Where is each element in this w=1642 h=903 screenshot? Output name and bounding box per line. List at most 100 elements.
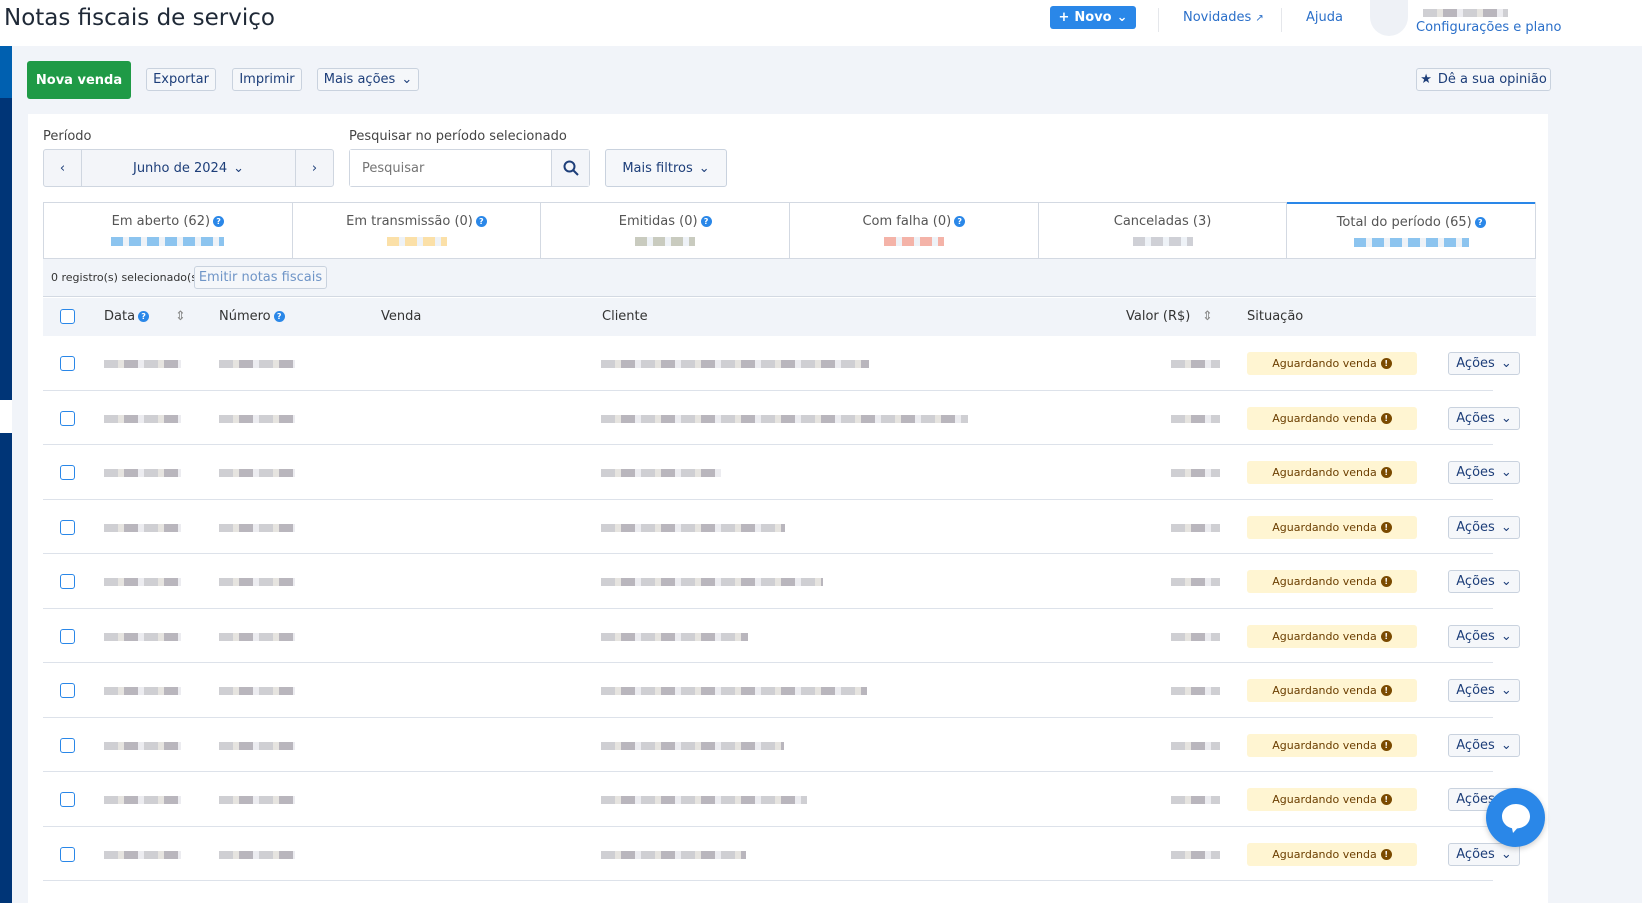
tab-status[interactable]: Canceladas (3) <box>1039 203 1288 258</box>
status-badge: Aguardando venda! <box>1247 406 1417 430</box>
sort-icon[interactable]: ⇕ <box>1202 309 1213 324</box>
acoes-button[interactable]: Ações⌄ <box>1448 352 1520 375</box>
help-icon[interactable]: ? <box>700 216 712 227</box>
select-all-checkbox[interactable] <box>60 309 75 324</box>
search-label: Pesquisar no período selecionado <box>349 129 567 144</box>
plus-icon: + <box>1058 10 1070 25</box>
row-checkbox[interactable] <box>60 410 75 426</box>
acoes-button[interactable]: Ações⌄ <box>1448 570 1520 593</box>
info-icon[interactable]: ! <box>1380 467 1392 478</box>
opiniao-button[interactable]: ★ Dê a sua opinião <box>1416 68 1551 91</box>
help-icon[interactable]: ? <box>1474 217 1486 228</box>
info-icon[interactable]: ! <box>1380 794 1392 805</box>
search-button[interactable] <box>551 150 589 186</box>
help-icon[interactable]: ? <box>954 216 966 227</box>
periodo-label: Período <box>43 129 92 144</box>
row-checkbox[interactable] <box>60 846 75 862</box>
client-redacted <box>601 414 968 423</box>
info-icon[interactable]: ! <box>1380 576 1392 587</box>
row-checkbox[interactable] <box>60 683 75 698</box>
help-icon[interactable]: ? <box>138 311 150 322</box>
novo-button[interactable]: + Novo ⌄ <box>1050 6 1136 29</box>
info-icon[interactable]: ! <box>1380 848 1392 860</box>
row-checkbox[interactable] <box>60 519 75 535</box>
value-redacted <box>386 237 447 246</box>
row-checkbox[interactable] <box>60 792 75 807</box>
chevron-down-icon: ⌄ <box>1500 628 1512 644</box>
nova-venda-button[interactable]: Nova venda <box>27 61 131 99</box>
column-numero[interactable]: Número? <box>219 309 285 324</box>
sidebar-active-item[interactable] <box>0 46 12 98</box>
ajuda-link[interactable]: Ajuda <box>1306 10 1343 25</box>
column-valor[interactable]: Valor (R$) <box>1126 309 1191 324</box>
info-icon[interactable]: ! <box>1380 630 1392 642</box>
chat-bubble-icon <box>1501 803 1530 833</box>
tab-status[interactable]: Com falha (0)? <box>790 203 1039 258</box>
row-checkbox[interactable] <box>60 628 75 644</box>
mais-acoes-button[interactable]: Mais ações ⌄ <box>317 68 419 91</box>
exportar-button[interactable]: Exportar <box>146 68 216 91</box>
chat-button[interactable] <box>1486 788 1545 847</box>
info-icon[interactable]: ! <box>1380 685 1392 696</box>
help-icon[interactable]: ? <box>273 311 285 322</box>
chevron-down-icon: ⌄ <box>698 160 710 176</box>
avatar[interactable] <box>1370 0 1408 36</box>
value-redacted <box>111 237 225 246</box>
search-box <box>349 149 590 187</box>
external-link-icon: ↗ <box>1255 13 1264 24</box>
chevron-down-icon: ⌄ <box>1500 574 1512 589</box>
chevron-left-icon: ‹ <box>59 160 66 176</box>
period-dropdown[interactable]: Junho de 2024 ⌄ <box>132 160 244 176</box>
tab-status[interactable]: Total do período (65)? <box>1287 202 1536 258</box>
status-badge: Aguardando venda! <box>1247 788 1417 811</box>
tab-status[interactable]: Em transmissão (0)? <box>293 203 542 258</box>
tab-status[interactable]: Em aberto (62)? <box>44 203 293 258</box>
config-link[interactable]: Configurações e plano <box>1416 20 1562 35</box>
tab-status[interactable]: Emitidas (0)? <box>541 203 791 258</box>
divider <box>1281 8 1282 32</box>
acoes-button[interactable]: Ações⌄ <box>1448 515 1520 539</box>
acoes-button[interactable]: Ações⌄ <box>1448 733 1520 757</box>
mais-filtros-button[interactable]: Mais filtros ⌄ <box>605 149 727 187</box>
value-redacted <box>1171 523 1220 532</box>
info-icon[interactable]: ! <box>1380 358 1392 369</box>
column-data[interactable]: Data? <box>104 309 150 324</box>
client-redacted <box>601 796 807 804</box>
novidades-link[interactable]: Novidades ↗ <box>1183 10 1264 25</box>
prev-period-button[interactable]: ‹ <box>44 150 82 186</box>
sort-icon[interactable]: ⇕ <box>175 309 186 324</box>
imprimir-button[interactable]: Imprimir <box>232 68 302 91</box>
acoes-button[interactable]: Ações⌄ <box>1448 624 1520 648</box>
emitir-notas-button[interactable]: Emitir notas fiscais <box>194 266 327 289</box>
client-redacted <box>601 523 785 532</box>
acoes-button[interactable]: Ações⌄ <box>1448 406 1520 430</box>
number-redacted <box>219 687 295 695</box>
chevron-down-icon: ⌄ <box>1500 465 1512 480</box>
chevron-down-icon: ⌄ <box>1500 683 1512 698</box>
next-period-button[interactable]: › <box>295 150 333 186</box>
date-redacted <box>104 523 181 532</box>
value-redacted <box>1171 469 1220 477</box>
table-row: Aguardando venda! Ações⌄ <box>43 663 1536 718</box>
info-icon[interactable]: ! <box>1380 739 1392 751</box>
search-input[interactable] <box>350 150 551 186</box>
row-checkbox[interactable] <box>60 356 75 371</box>
help-icon[interactable]: ? <box>213 216 225 227</box>
info-icon[interactable]: ! <box>1380 412 1392 424</box>
table-row: Aguardando venda! Ações⌄ <box>43 609 1536 663</box>
status-badge: Aguardando venda! <box>1247 515 1417 539</box>
acoes-button[interactable]: Ações⌄ <box>1448 461 1520 484</box>
row-checkbox[interactable] <box>60 574 75 589</box>
info-icon[interactable]: ! <box>1380 521 1392 533</box>
row-divider <box>43 444 1493 445</box>
row-divider <box>43 553 1493 554</box>
date-redacted <box>104 687 181 695</box>
help-icon[interactable]: ? <box>475 216 487 227</box>
divider <box>1158 8 1159 32</box>
value-redacted <box>635 237 696 246</box>
row-checkbox[interactable] <box>60 737 75 753</box>
acoes-button[interactable]: Ações⌄ <box>1448 842 1520 866</box>
row-checkbox[interactable] <box>60 465 75 480</box>
number-redacted <box>219 578 295 586</box>
acoes-button[interactable]: Ações⌄ <box>1448 679 1520 702</box>
